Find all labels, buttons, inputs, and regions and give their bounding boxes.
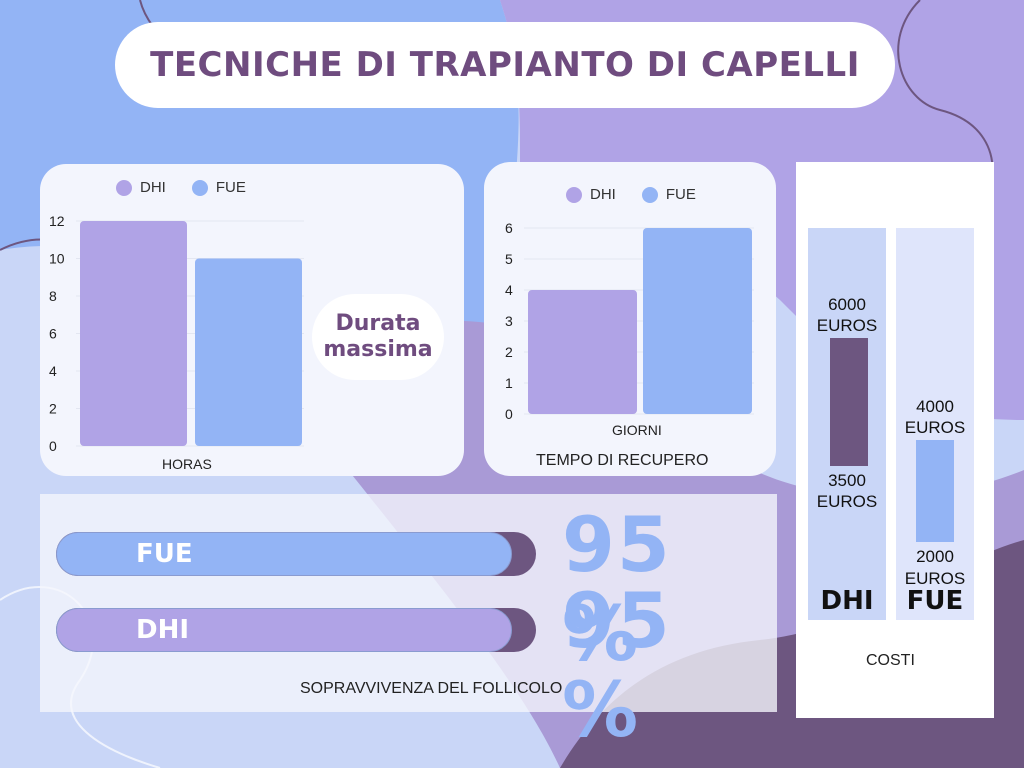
cost-low-unit: EUROS — [816, 492, 878, 512]
cost-low-label-fue: 2000 EUROS — [896, 546, 974, 589]
y-tick-label: 3 — [505, 313, 513, 329]
page-title: TECNICHE DI TRAPIANTO DI CAPELLI — [150, 45, 860, 85]
y-tick-label: 0 — [49, 438, 57, 454]
cost-bar-fue — [916, 440, 954, 543]
cost-name-fue: FUE — [906, 586, 964, 616]
cost-low-label-dhi: 3500 EUROS — [808, 470, 886, 513]
cost-high-unit: EUROS — [904, 418, 966, 438]
cost-low-unit: EUROS — [904, 568, 966, 588]
cost-low-value: 2000 — [916, 547, 954, 567]
recovery-legend: DHI FUE — [566, 186, 696, 203]
callout-line1: Durata — [335, 310, 421, 336]
cost-high-label-dhi: 6000 EUROS — [808, 294, 886, 337]
survival-pct-dhi: 95 % — [562, 576, 672, 754]
survival-bar-fill-fue — [56, 532, 512, 576]
bar-fue — [643, 228, 752, 414]
bar-dhi — [80, 221, 187, 446]
y-tick-label: 1 — [505, 375, 513, 391]
survival-bar-fill-dhi — [56, 608, 512, 652]
survival-bar-label-fue: FUE — [136, 539, 193, 569]
y-tick-label: 2 — [505, 344, 513, 360]
costs-panel: 6000 EUROS 3500 EUROS DHI 4000 EUROS 200… — [796, 162, 994, 718]
bar-dhi — [528, 290, 637, 414]
legend-dhi-label: DHI — [140, 179, 166, 196]
costs-title: COSTI — [866, 652, 915, 669]
y-tick-label: 5 — [505, 251, 513, 267]
duration-legend: DHI FUE — [116, 179, 246, 196]
recovery-chart: 0 1 2 3 4 5 6 — [505, 220, 754, 422]
survival-bar-label-dhi: DHI — [136, 615, 190, 645]
cost-column-fue: 4000 EUROS 2000 EUROS FUE — [896, 228, 974, 620]
callout-line2: massima — [323, 337, 433, 362]
legend-dhi-swatch — [116, 179, 132, 196]
legend-dhi-swatch — [566, 186, 582, 203]
duration-callout: Durata massima — [312, 294, 444, 380]
y-tick-label: 12 — [49, 213, 65, 229]
y-tick-label: 6 — [49, 326, 57, 342]
cost-name-dhi: DHI — [820, 586, 874, 616]
cost-column-dhi: 6000 EUROS 3500 EUROS DHI — [808, 228, 886, 620]
cost-bar-dhi — [830, 338, 868, 466]
cost-high-label-fue: 4000 EUROS — [896, 396, 974, 439]
recovery-xlabel: GIORNI — [612, 422, 662, 438]
y-tick-label: 8 — [49, 288, 57, 304]
cost-high-value: 4000 — [916, 397, 954, 417]
cost-low-value: 3500 — [828, 470, 866, 490]
duration-chart: 0 2 4 6 8 10 12 — [49, 213, 304, 454]
y-tick-label: 4 — [505, 282, 513, 298]
legend-fue-label: FUE — [215, 179, 246, 196]
y-tick-label: 4 — [49, 363, 57, 379]
title-banner: TECNICHE DI TRAPIANTO DI CAPELLI — [115, 22, 895, 108]
legend-fue-label: FUE — [665, 186, 696, 203]
legend-fue-swatch — [191, 179, 208, 196]
recovery-title: TEMPO DI RECUPERO — [536, 452, 709, 469]
survival-title: SOPRAVVIVENZA DEL FOLLICOLO — [300, 680, 563, 697]
legend-fue-swatch — [641, 186, 658, 203]
cost-high-unit: EUROS — [816, 316, 878, 336]
y-tick-label: 6 — [505, 220, 513, 236]
legend-dhi-label: DHI — [590, 186, 616, 203]
survival-panel: FUE DHI 95 % 95 % SOPRAVVIVENZA DEL FOLL… — [40, 494, 777, 754]
y-tick-label: 0 — [505, 406, 513, 422]
y-tick-label: 10 — [49, 251, 65, 267]
duration-xlabel: HORAS — [162, 456, 212, 472]
y-tick-label: 2 — [49, 401, 57, 417]
bar-fue — [195, 258, 302, 446]
recovery-chart-card: DHI FUE 0 1 2 3 4 5 6 GIORNI TEMPO DI RECUPERO — [484, 162, 776, 476]
survival-pct-fue: 95 % — [562, 500, 672, 678]
cost-high-value: 6000 — [828, 295, 866, 314]
